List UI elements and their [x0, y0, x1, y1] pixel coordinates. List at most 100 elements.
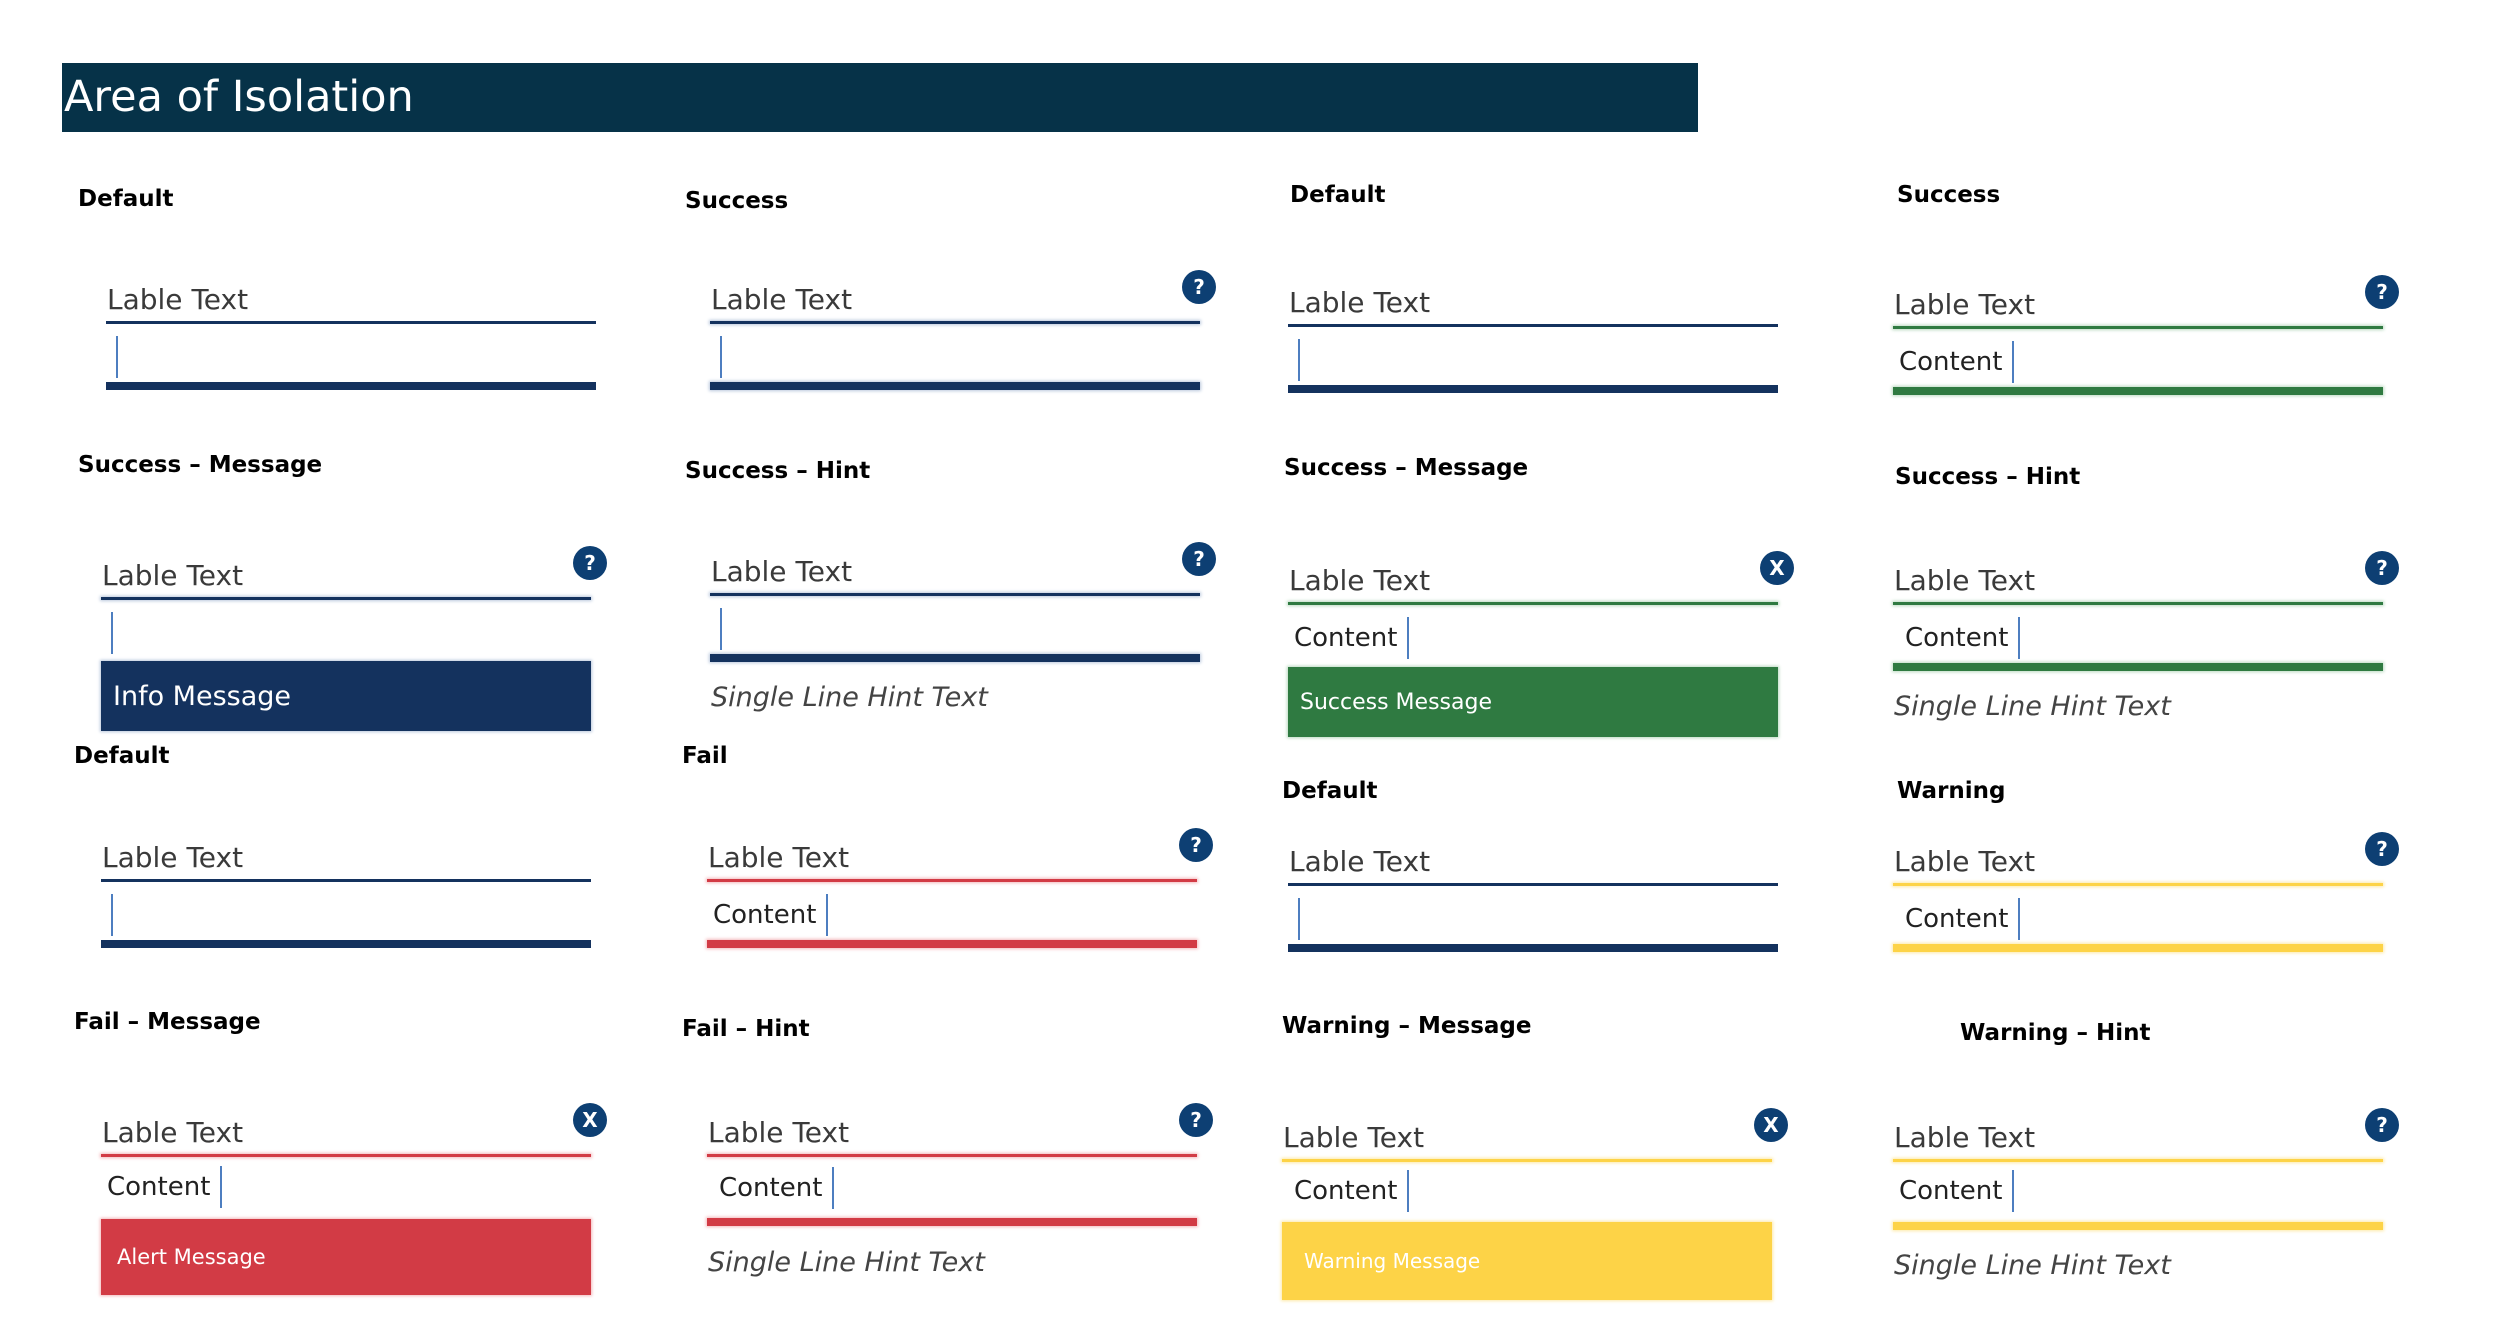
section-title: Success – Message	[1284, 455, 1529, 481]
field-bottom-bar	[710, 654, 1200, 662]
section-title: Warning	[1897, 778, 2006, 804]
field-input[interactable]: Content	[1294, 617, 1410, 659]
text-caret	[832, 1167, 835, 1209]
field-label: Lable Text	[102, 1116, 244, 1149]
field-label: Lable Text	[1283, 1121, 1425, 1154]
field-input[interactable]: Content	[1294, 1170, 1410, 1212]
field-top-border	[1893, 1159, 2383, 1162]
field-top-border	[707, 879, 1197, 882]
field-top-border	[1288, 883, 1778, 886]
field-input[interactable]	[107, 612, 113, 654]
field-bottom-bar	[101, 940, 591, 948]
field-top-border	[106, 321, 596, 324]
field-label: Lable Text	[1894, 564, 2036, 597]
field-label: Lable Text	[708, 1116, 850, 1149]
help-icon[interactable]: ?	[2365, 832, 2399, 866]
section-title: Fail	[682, 743, 728, 769]
help-icon[interactable]: ?	[573, 546, 607, 580]
field-bottom-bar	[1288, 385, 1778, 393]
clear-icon[interactable]: X	[573, 1103, 607, 1137]
help-icon[interactable]: ?	[1179, 1103, 1213, 1137]
section-title: Fail – Hint	[682, 1016, 810, 1042]
hint-text: Single Line Hint Text	[708, 1247, 985, 1278]
hint-text: Single Line Hint Text	[711, 682, 988, 713]
text-caret	[111, 612, 113, 654]
field-input[interactable]	[1294, 898, 1300, 940]
field-top-border	[707, 1154, 1197, 1157]
section-title: Success – Message	[78, 452, 323, 478]
section-title: Warning – Hint	[1960, 1020, 2151, 1046]
text-caret	[111, 894, 113, 936]
text-caret	[720, 608, 722, 650]
field-bottom-bar	[710, 382, 1200, 390]
field-top-border	[710, 321, 1200, 324]
field-label: Lable Text	[1289, 286, 1431, 319]
field-input[interactable]: Content	[1899, 341, 2015, 383]
field-label: Lable Text	[1289, 845, 1431, 878]
field-bottom-bar	[707, 940, 1197, 948]
text-caret	[1298, 339, 1300, 381]
field-bottom-bar	[1893, 944, 2383, 952]
field-input[interactable]	[716, 336, 722, 378]
clear-icon[interactable]: X	[1760, 551, 1794, 585]
section-title: Default	[1290, 182, 1386, 208]
success-message: Success Message	[1288, 667, 1778, 737]
hint-text: Single Line Hint Text	[1894, 1250, 2171, 1281]
field-input[interactable]	[1294, 339, 1300, 381]
alert-message: Alert Message	[101, 1219, 591, 1295]
field-label: Lable Text	[711, 283, 853, 316]
field-input[interactable]	[112, 336, 118, 378]
warning-message: Warning Message	[1282, 1222, 1772, 1300]
field-label: Lable Text	[1289, 564, 1431, 597]
text-caret	[720, 336, 722, 378]
text-caret	[1407, 617, 1410, 659]
field-input[interactable]: Content	[713, 894, 829, 936]
help-icon[interactable]: ?	[2365, 551, 2399, 585]
help-icon[interactable]: ?	[1179, 828, 1213, 862]
field-bottom-bar	[106, 382, 596, 390]
field-top-border	[101, 1154, 591, 1157]
field-input[interactable]: Content	[719, 1167, 835, 1209]
text-caret	[2012, 1170, 2015, 1212]
field-input[interactable]: Content	[1905, 898, 2021, 940]
field-top-border	[1893, 326, 2383, 329]
help-icon[interactable]: ?	[2365, 275, 2399, 309]
hint-text: Single Line Hint Text	[1894, 691, 2171, 722]
page-title: Area of Isolation	[62, 63, 1698, 132]
field-bottom-bar	[1288, 944, 1778, 952]
section-title: Default	[74, 743, 170, 769]
field-top-border	[1893, 883, 2383, 886]
field-label: Lable Text	[102, 841, 244, 874]
section-title: Success – Hint	[1895, 464, 2081, 490]
section-title: Default	[1282, 778, 1378, 804]
field-label: Lable Text	[1894, 845, 2036, 878]
field-bottom-bar	[1893, 663, 2383, 671]
text-caret	[2018, 898, 2021, 940]
field-bottom-bar	[707, 1218, 1197, 1226]
text-caret	[220, 1166, 223, 1208]
field-input[interactable]	[107, 894, 113, 936]
field-top-border	[101, 879, 591, 882]
clear-icon[interactable]: X	[1754, 1108, 1788, 1142]
help-icon[interactable]: ?	[1182, 270, 1216, 304]
field-top-border	[1288, 602, 1778, 605]
field-top-border	[101, 597, 591, 600]
text-caret	[2018, 617, 2021, 659]
field-top-border	[1282, 1159, 1772, 1162]
help-icon[interactable]: ?	[2365, 1108, 2399, 1142]
field-input[interactable]: Content	[1899, 1170, 2015, 1212]
field-input[interactable]	[716, 608, 722, 650]
text-caret	[1298, 898, 1300, 940]
text-caret	[1407, 1170, 1410, 1212]
section-title: Success	[685, 188, 789, 214]
section-title: Fail – Message	[74, 1009, 261, 1035]
field-input[interactable]: Content	[107, 1166, 223, 1208]
field-input[interactable]: Content	[1905, 617, 2021, 659]
section-title: Warning – Message	[1282, 1013, 1532, 1039]
help-icon[interactable]: ?	[1182, 542, 1216, 576]
field-bottom-bar	[1893, 387, 2383, 395]
info-message: Info Message	[101, 661, 591, 731]
field-top-border	[1288, 324, 1778, 327]
field-label: Lable Text	[1894, 1121, 2036, 1154]
field-label: Lable Text	[708, 841, 850, 874]
